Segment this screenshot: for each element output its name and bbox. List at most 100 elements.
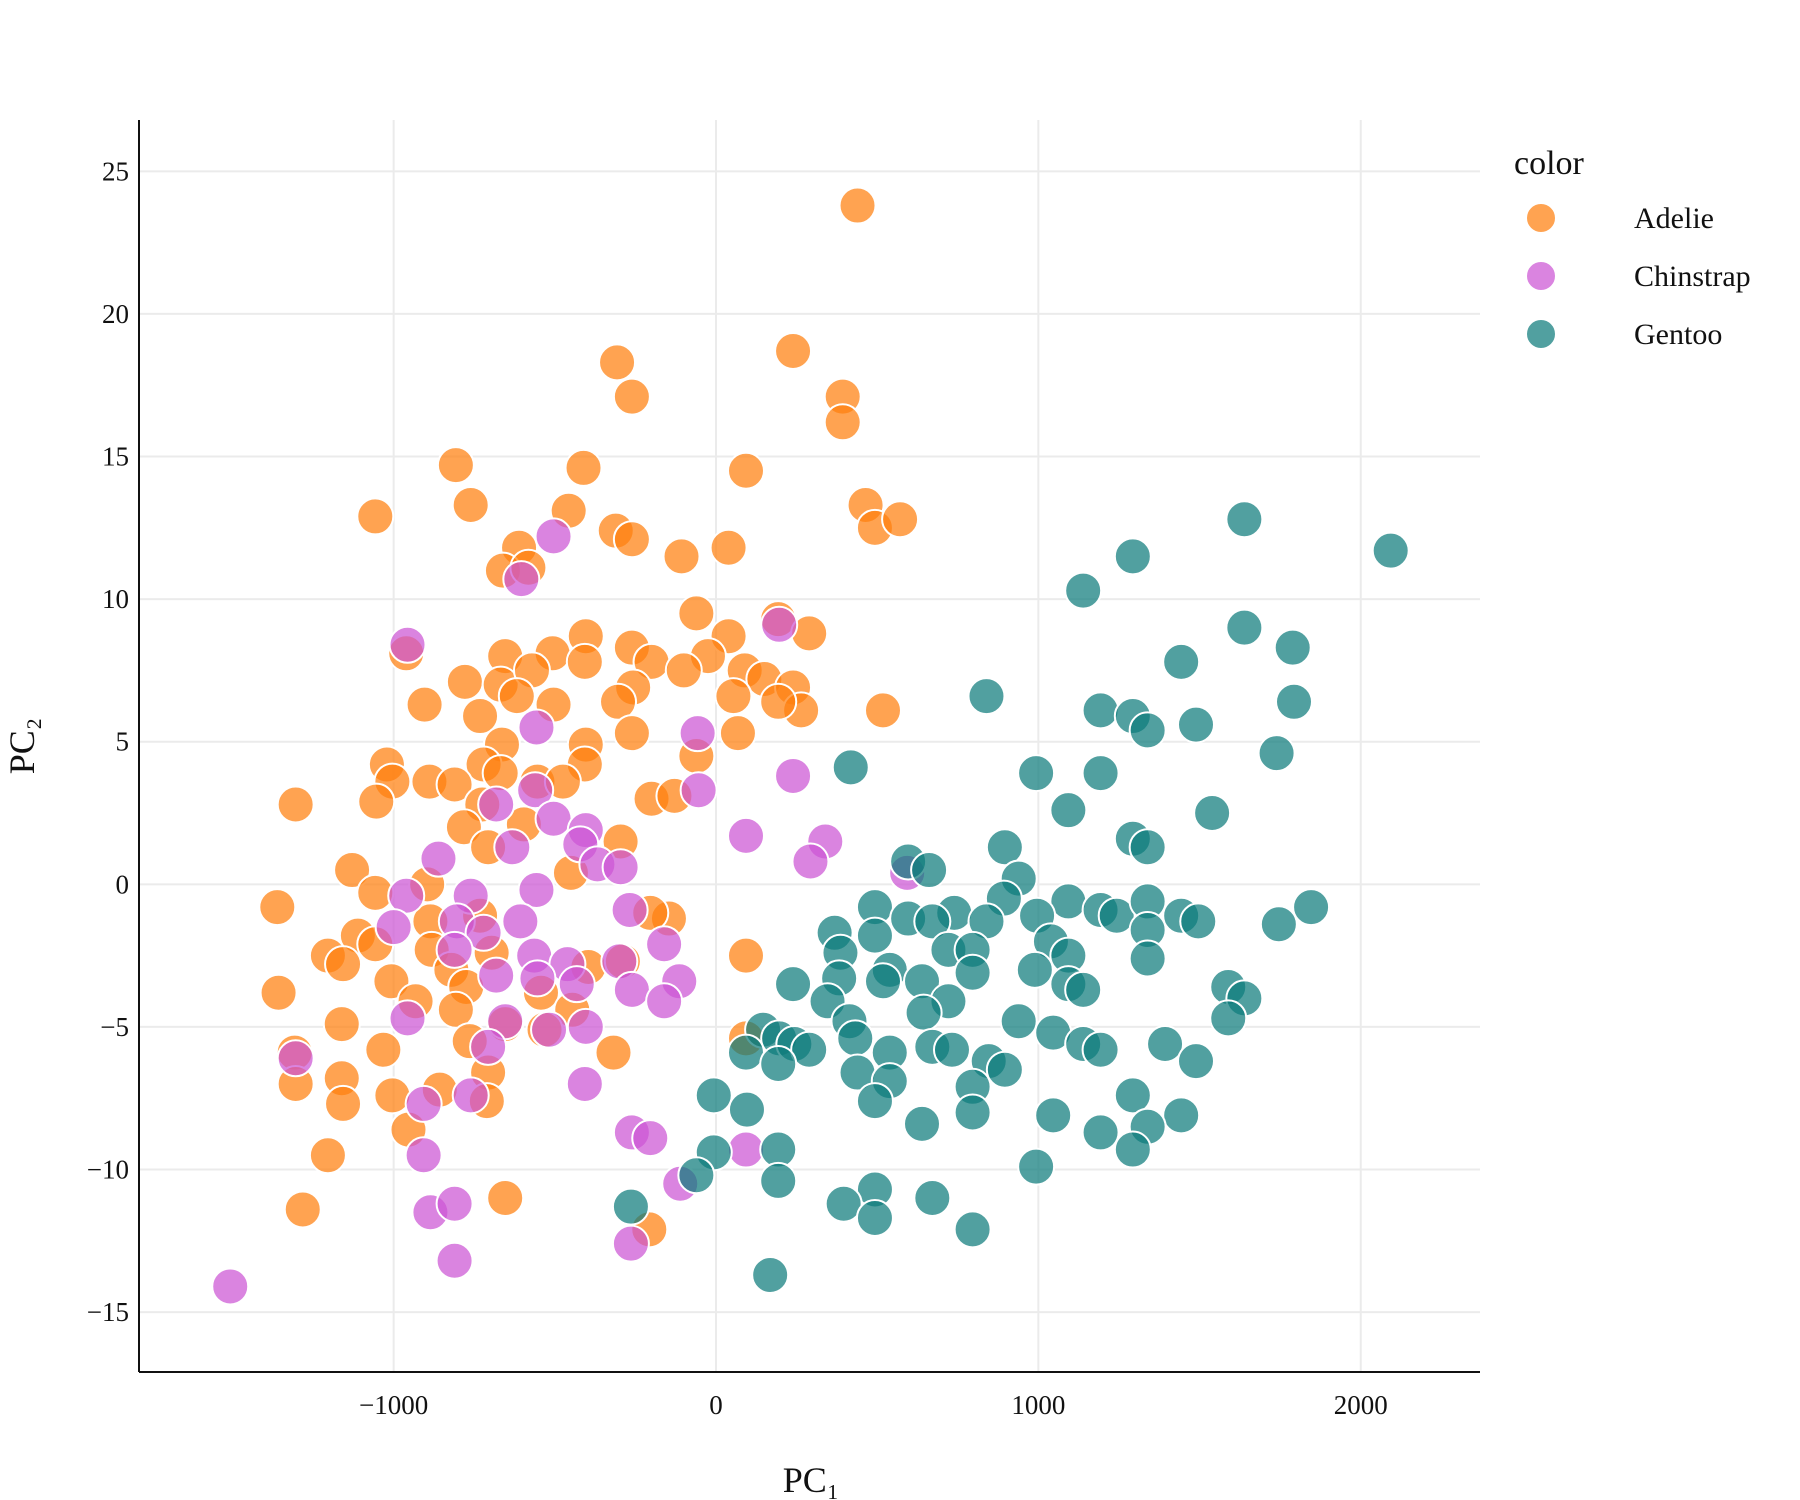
point-chinstrap (435, 1184, 474, 1223)
point-chinstrap (566, 1007, 605, 1046)
point-chinstrap (557, 965, 596, 1004)
point-gentoo (1081, 1030, 1120, 1069)
point-gentoo (913, 1179, 952, 1218)
point-adelie (283, 1190, 322, 1229)
point-gentoo (759, 1044, 798, 1083)
point-chinstrap (631, 1119, 670, 1158)
point-gentoo (1177, 705, 1216, 744)
x-tick-labels: −1000 0 1000 2000 (359, 1390, 1388, 1420)
point-adelie (565, 642, 604, 681)
legend-marker-chinstrap (1525, 260, 1557, 292)
point-chinstrap (678, 714, 717, 753)
point-adelie (373, 1076, 412, 1115)
point-adelie (357, 782, 396, 821)
point-gentoo (1179, 902, 1218, 941)
point-gentoo (759, 1161, 798, 1200)
point-chinstrap (611, 1224, 650, 1263)
point-adelie (838, 186, 877, 225)
y-axis-label: PC₂ (2, 718, 42, 775)
point-gentoo (1081, 1113, 1120, 1152)
point-adelie (612, 714, 651, 753)
data-points (211, 186, 1410, 1306)
point-gentoo (1113, 1130, 1152, 1169)
point-adelie (481, 754, 520, 793)
point-chinstrap (679, 771, 718, 810)
point-chinstrap (534, 517, 573, 556)
point-adelie (364, 1030, 403, 1069)
point-chinstrap (501, 902, 540, 941)
point-adelie (259, 973, 298, 1012)
legend-title: color (1514, 145, 1585, 182)
point-chinstrap (516, 771, 555, 810)
point-adelie (714, 677, 753, 716)
point-chinstrap (645, 982, 684, 1021)
point-adelie (356, 497, 395, 536)
point-gentoo (1128, 711, 1167, 750)
point-chinstrap (388, 999, 427, 1038)
point-chinstrap (374, 908, 413, 947)
point-gentoo (677, 1156, 716, 1195)
point-gentoo (1209, 999, 1248, 1038)
point-adelie (599, 682, 638, 721)
point-gentoo (1162, 1096, 1201, 1135)
point-chinstrap (435, 930, 474, 969)
point-chinstrap (435, 1241, 474, 1280)
point-adelie (435, 765, 474, 804)
point-chinstrap (517, 871, 556, 910)
y-tick-label: −5 (100, 1012, 129, 1042)
point-gentoo (904, 993, 943, 1032)
point-adelie (662, 537, 701, 576)
gridlines (139, 120, 1480, 1372)
point-gentoo (1292, 888, 1331, 927)
point-gentoo (953, 1210, 992, 1249)
legend-marker-adelie (1525, 202, 1557, 234)
point-gentoo (1015, 950, 1054, 989)
y-tick-label: 5 (116, 727, 130, 757)
point-gentoo (727, 1090, 766, 1129)
legend-label-adelie: Adelie (1634, 202, 1714, 235)
point-chinstrap (404, 1136, 443, 1175)
point-gentoo (903, 1104, 942, 1143)
point-chinstrap (726, 816, 765, 855)
point-gentoo (1081, 754, 1120, 793)
x-tick-label: 1000 (1011, 1390, 1065, 1420)
point-adelie (564, 448, 603, 487)
point-chinstrap (388, 625, 427, 664)
point-chinstrap (493, 828, 532, 867)
point-adelie (612, 377, 651, 416)
y-tick-label: 20 (102, 299, 129, 329)
point-adelie (759, 682, 798, 721)
point-adelie (881, 500, 920, 539)
point-gentoo (1259, 905, 1298, 944)
y-tick-label: 15 (102, 442, 129, 472)
x-axis-label: PC₁ (783, 1460, 840, 1500)
x-tick-label: −1000 (359, 1390, 428, 1420)
series-gentoo (611, 500, 1410, 1295)
point-adelie (276, 785, 315, 824)
point-adelie (709, 528, 748, 567)
legend-marker-gentoo (1525, 318, 1557, 350)
point-gentoo (985, 1050, 1024, 1089)
point-gentoo (1017, 1147, 1056, 1186)
point-gentoo (1034, 1096, 1073, 1135)
point-gentoo (1177, 1042, 1216, 1081)
point-chinstrap (612, 970, 651, 1009)
point-adelie (436, 446, 475, 485)
y-tick-label: 10 (102, 584, 129, 614)
point-gentoo (953, 1093, 992, 1132)
point-chinstrap (534, 799, 573, 838)
y-tick-labels: −15 −10 −5 0 5 10 15 20 25 (87, 156, 129, 1327)
point-gentoo (1064, 571, 1103, 610)
point-chinstrap (517, 708, 556, 747)
point-gentoo (831, 748, 870, 787)
point-adelie (612, 520, 651, 559)
point-gentoo (836, 1019, 875, 1058)
point-adelie (497, 677, 536, 716)
point-adelie (445, 662, 484, 701)
point-adelie (308, 1136, 347, 1175)
point-gentoo (985, 828, 1024, 867)
point-gentoo (967, 677, 1006, 716)
point-adelie (594, 1033, 633, 1072)
point-adelie (436, 990, 475, 1029)
point-chinstrap (477, 785, 516, 824)
